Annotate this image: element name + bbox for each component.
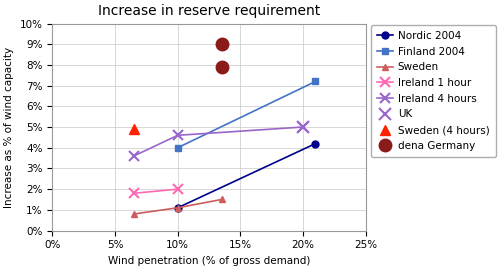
Line: Ireland 1 hour: Ireland 1 hour [129,184,182,198]
X-axis label: Wind penetration (% of gross demand): Wind penetration (% of gross demand) [108,256,310,266]
Nordic 2004 [312,142,318,145]
Line: dena Germany: dena Germany [216,38,228,73]
Sweden [218,198,224,201]
dena Germany [218,65,224,69]
Nordic 2004 [174,206,180,210]
Ireland 4 hours [174,134,180,137]
dena Germany [218,43,224,46]
Finland 2004 [312,80,318,83]
Ireland 4 hours [300,125,306,129]
Line: Finland 2004: Finland 2004 [174,78,319,151]
Ireland 4 hours [131,154,137,158]
Finland 2004 [174,146,180,149]
Legend: Nordic 2004, Finland 2004, Sweden, Ireland 1 hour, Ireland 4 hours, UK, Sweden (: Nordic 2004, Finland 2004, Sweden, Irela… [370,25,496,157]
Line: Nordic 2004: Nordic 2004 [174,140,319,211]
Ireland 1 hour [131,192,137,195]
Sweden [131,212,137,216]
Sweden [174,206,180,210]
Y-axis label: Increase as % of wind capacity: Increase as % of wind capacity [4,46,14,208]
Title: Increase in reserve requirement: Increase in reserve requirement [98,4,320,18]
Line: Sweden: Sweden [130,196,225,217]
Line: Ireland 4 hours: Ireland 4 hours [129,122,308,161]
Ireland 1 hour [174,188,180,191]
